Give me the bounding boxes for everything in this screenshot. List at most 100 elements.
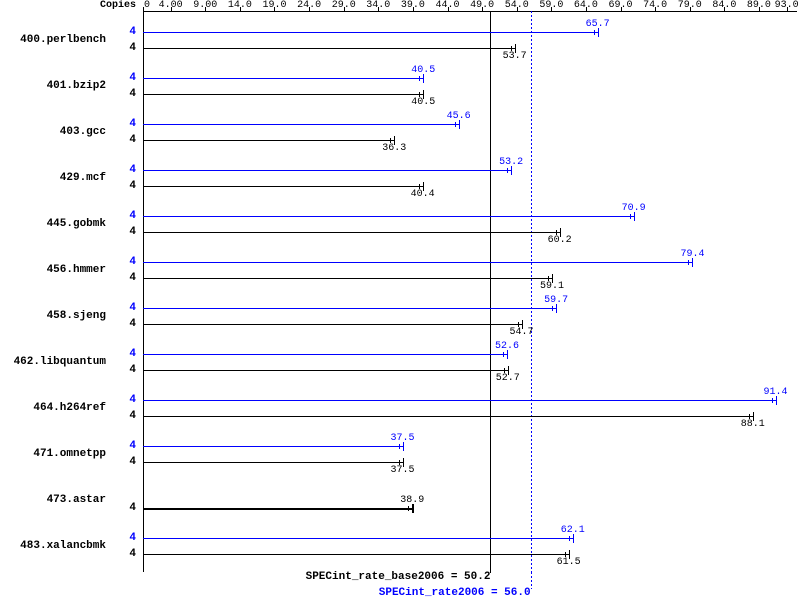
copies-base: 4 (124, 134, 136, 146)
x-tick-label: 74.0 (643, 0, 667, 11)
summary-peak: SPECint_rate2006 = 56.0 (379, 587, 531, 599)
x-tick-label: 39.0 (401, 0, 425, 11)
copies-base: 4 (124, 318, 136, 330)
copies-base: 4 (124, 410, 136, 422)
y-axis (143, 11, 144, 572)
copies-base: 4 (124, 180, 136, 192)
benchmark-label: 464.h264ref (6, 402, 106, 414)
base-value: 40.5 (411, 97, 435, 108)
base-bar (143, 508, 412, 510)
copies-peak: 4 (124, 440, 136, 452)
x-tick-label: 9.00 (193, 0, 217, 11)
peak-value: 79.4 (680, 249, 704, 260)
peak-bar (143, 446, 403, 447)
benchmark-label: 483.xalancbmk (6, 540, 106, 552)
ref-line-base (490, 11, 491, 572)
copies-base: 4 (124, 502, 136, 514)
peak-bar (143, 170, 511, 171)
x-tick-label: 69.0 (609, 0, 633, 11)
base-bar (143, 94, 423, 95)
peak-err-tick (552, 306, 553, 311)
benchmark-label: 456.hmmer (6, 264, 106, 276)
base-value: 59.1 (540, 281, 564, 292)
x-tick-label: 49.0 (470, 0, 494, 11)
peak-value: 70.9 (622, 203, 646, 214)
x-tick-label: 4.00 (159, 0, 183, 11)
benchmark-label: 473.astar (6, 494, 106, 506)
copies-peak: 4 (124, 394, 136, 406)
ref-line-peak (531, 11, 532, 572)
base-bar (143, 416, 753, 417)
copies-peak: 4 (124, 26, 136, 38)
base-bar (143, 370, 508, 371)
copies-peak: 4 (124, 348, 136, 360)
base-value: 40.4 (411, 189, 435, 200)
x-tick-label: 19.0 (262, 0, 286, 11)
peak-bar (143, 216, 634, 217)
ref-line-peak-ext (531, 572, 532, 589)
benchmark-label: 403.gcc (6, 126, 106, 138)
copies-base: 4 (124, 42, 136, 54)
x-tick-label: 0 (144, 0, 150, 11)
peak-bar (143, 354, 507, 355)
copies-header: Copies (100, 0, 136, 11)
benchmark-label: 429.mcf (6, 172, 106, 184)
peak-value: 65.7 (586, 19, 610, 30)
x-tick-label: 34.0 (366, 0, 390, 11)
x-tick-label: 29.0 (332, 0, 356, 11)
peak-bar (143, 538, 573, 539)
peak-bar (143, 78, 423, 79)
peak-bar (143, 308, 556, 309)
peak-bar (143, 124, 459, 125)
x-tick-label: 89.0 (747, 0, 771, 11)
ref-line-base-ext (490, 572, 491, 573)
copies-peak: 4 (124, 164, 136, 176)
copies-peak: 4 (124, 302, 136, 314)
peak-value: 59.7 (544, 295, 568, 306)
copies-base: 4 (124, 548, 136, 560)
base-value: 37.5 (391, 465, 415, 476)
peak-value: 37.5 (391, 433, 415, 444)
copies-peak: 4 (124, 210, 136, 222)
x-tick-label: 14.0 (228, 0, 252, 11)
base-value: 61.5 (557, 557, 581, 568)
peak-value: 45.6 (447, 111, 471, 122)
copies-base: 4 (124, 456, 136, 468)
x-tick-label: 79.0 (678, 0, 702, 11)
peak-err-tick (772, 398, 773, 403)
copies-base: 4 (124, 272, 136, 284)
benchmark-label: 400.perlbench (6, 34, 106, 46)
peak-err-tick (503, 352, 504, 357)
base-bar (143, 186, 423, 187)
base-bar (143, 462, 403, 463)
copies-peak: 4 (124, 256, 136, 268)
peak-err-tick (507, 168, 508, 173)
peak-value: 62.1 (561, 525, 585, 536)
peak-value: 40.5 (411, 65, 435, 76)
base-bar (143, 554, 569, 555)
peak-err-tick (688, 260, 689, 265)
base-value: 54.7 (510, 327, 534, 338)
x-tick-label: 59.0 (539, 0, 563, 11)
copies-peak: 4 (124, 72, 136, 84)
spec-rate-chart: Copies 0 4.00 9.00 14.0 19.0 24.0 29.0 34.0 39.0 4… (0, 0, 799, 606)
peak-err-tick (455, 122, 456, 127)
peak-err-tick (399, 444, 400, 449)
base-value: 53.7 (503, 51, 527, 62)
benchmark-label: 401.bzip2 (6, 80, 106, 92)
x-tick-label: 93.0 (775, 0, 799, 11)
base-value: 38.9 (400, 495, 424, 506)
peak-err-tick (569, 536, 570, 541)
x-axis (143, 11, 797, 12)
peak-bar (143, 262, 692, 263)
copies-base: 4 (124, 88, 136, 100)
base-bar (143, 48, 515, 49)
x-tick-label: 44.0 (436, 0, 460, 11)
summary-base: SPECint_rate_base2006 = 50.2 (306, 571, 491, 583)
peak-value: 52.6 (495, 341, 519, 352)
peak-value: 91.4 (764, 387, 788, 398)
base-value: 60.2 (548, 235, 572, 246)
base-value: 88.1 (741, 419, 765, 430)
x-tick-label: 24.0 (297, 0, 321, 11)
copies-base: 4 (124, 364, 136, 376)
